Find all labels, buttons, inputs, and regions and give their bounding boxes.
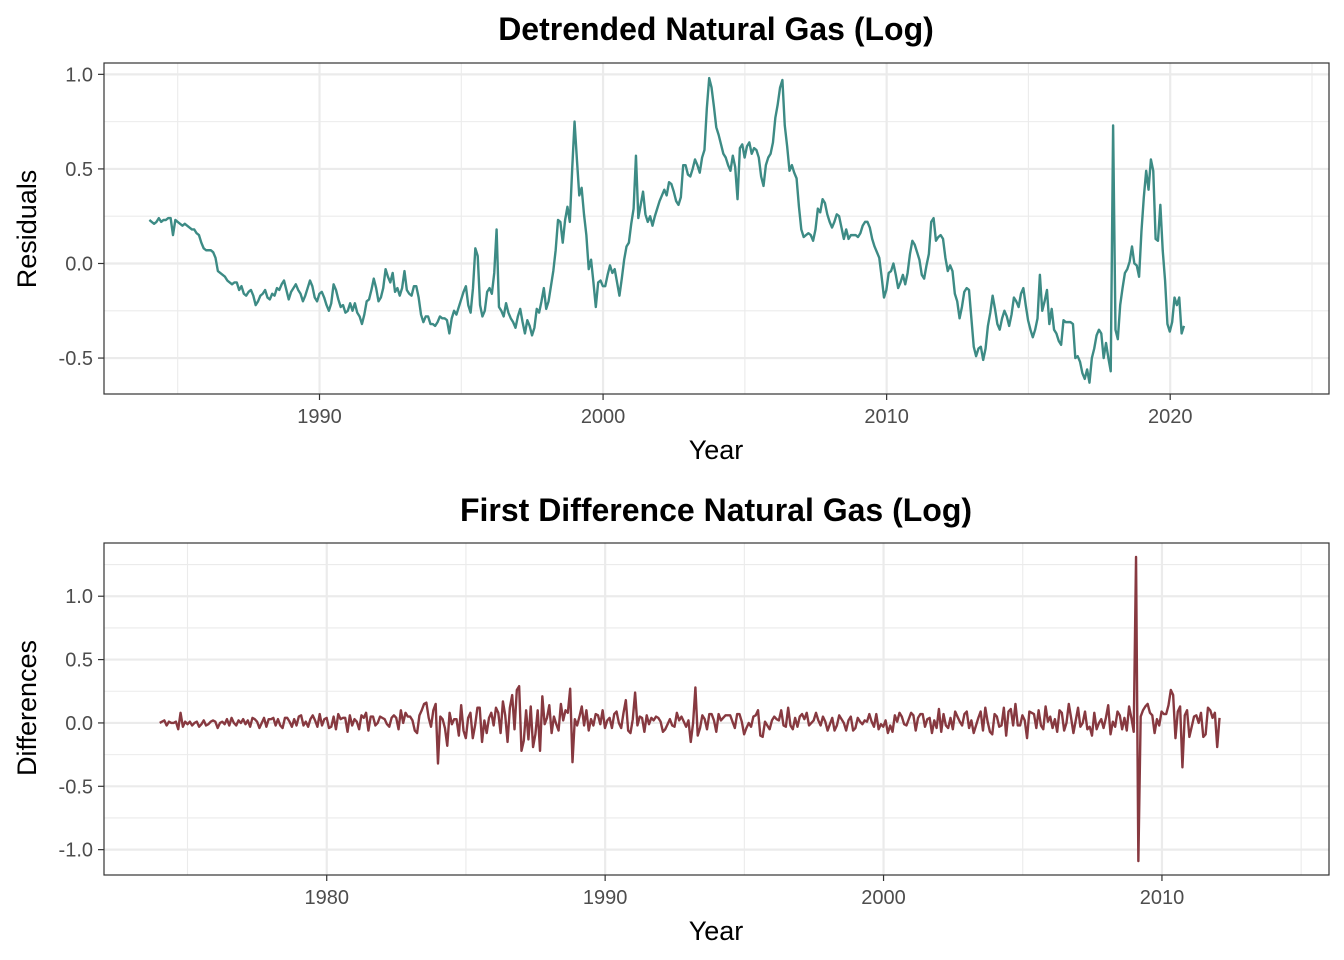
series-line: [159, 555, 1221, 863]
y-axis-title: Differences: [12, 640, 42, 776]
panel-border: [103, 542, 1330, 876]
panel-border: [103, 62, 1330, 395]
y-tick-label: -0.5: [59, 776, 93, 798]
x-tick-label: 2000: [581, 406, 626, 428]
first-difference-chart: First Difference Natural Gas (Log) 1980 1…: [12, 492, 1330, 946]
axis-ticks: 1980 1990 2000 2010 -1.0 -0.5 0.0 0.5 1.0: [59, 586, 1185, 909]
y-tick-label: 1.0: [65, 64, 93, 86]
x-axis-title: Year: [689, 916, 744, 946]
x-tick-label: 2010: [864, 406, 909, 428]
axis-ticks: 1990 2000 2010 2020 -0.5 0.0 0.5 1.0: [59, 64, 1193, 428]
x-tick-label: 1990: [297, 406, 342, 428]
x-tick-label: 1980: [304, 887, 349, 909]
y-tick-label: 1.0: [65, 586, 93, 608]
chart-title: First Difference Natural Gas (Log): [460, 492, 972, 528]
chart-title: Detrended Natural Gas (Log): [498, 11, 934, 47]
y-tick-label: -0.5: [59, 348, 93, 370]
x-tick-label: 2020: [1148, 406, 1193, 428]
y-tick-label: 0.5: [65, 159, 93, 181]
panel-background: [104, 63, 1329, 394]
y-tick-label: 0.0: [65, 713, 93, 735]
y-axis-title: Residuals: [12, 170, 42, 289]
detrended-chart: Detrended Natural Gas (Log) 1990 2000 2010…: [12, 11, 1330, 465]
x-axis-title: Year: [689, 435, 744, 465]
x-tick-label: 1990: [583, 887, 628, 909]
grid: [104, 63, 1329, 394]
y-tick-label: -1.0: [59, 840, 93, 862]
grid: [104, 543, 1329, 875]
x-tick-label: 2010: [1140, 887, 1185, 909]
panel-background: [104, 543, 1329, 875]
x-tick-label: 2000: [861, 887, 906, 909]
series-line: [148, 76, 1186, 384]
y-tick-label: 0.5: [65, 650, 93, 672]
y-tick-label: 0.0: [65, 253, 93, 275]
